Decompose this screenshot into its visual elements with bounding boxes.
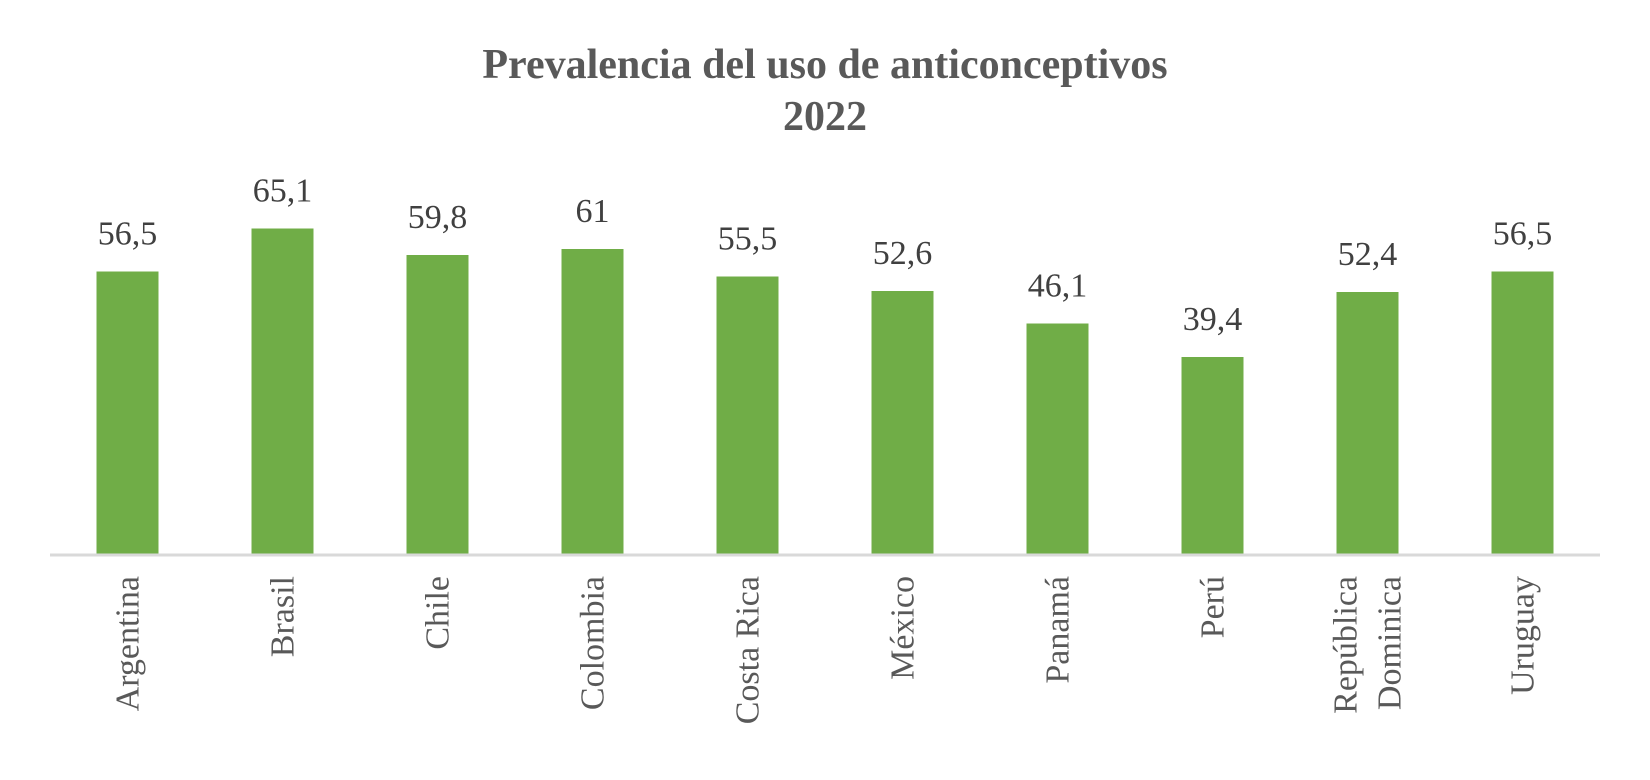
data-label: 59,8: [408, 199, 468, 236]
data-label: 52,4: [1338, 236, 1398, 273]
x-tick-label: Brasil: [265, 576, 302, 657]
x-tick-label: Perú: [1195, 576, 1232, 638]
x-tick-label: Dominica: [1372, 576, 1409, 710]
data-label: 65,1: [253, 173, 313, 210]
bar-uruguay: [1491, 271, 1554, 554]
bar-brasil: [251, 228, 314, 554]
x-tick-label: Colombia: [575, 576, 612, 710]
data-label: 39,4: [1183, 301, 1243, 338]
bar-argentina: [96, 271, 159, 554]
chart-title: Prevalencia del uso de anticonceptivos: [482, 42, 1167, 88]
data-label: 56,5: [98, 216, 158, 253]
data-label: 46,1: [1028, 268, 1088, 305]
bar-república-dominica: [1336, 292, 1399, 554]
data-label: 55,5: [718, 221, 778, 258]
x-tick-label: Uruguay: [1505, 576, 1542, 695]
bar-colombia: [561, 249, 624, 554]
bars-group: [96, 228, 1554, 554]
x-tick-label: Argentina: [110, 576, 147, 711]
bar-perú: [1181, 357, 1244, 554]
x-tick-label: Chile: [420, 576, 457, 650]
data-label: 52,6: [873, 235, 933, 272]
bar-costa-rica: [716, 276, 779, 554]
data-labels-group: 56,5 65,1 59,8 61 55,5 52,6 46,1 39,4 52,4 56,5: [98, 173, 1553, 339]
x-tick-label: Costa Rica: [730, 576, 767, 724]
data-label: 56,5: [1493, 216, 1553, 253]
x-tick-labels-group: Argentina Brasil Chile Colombia Costa Rica Mé…: [110, 576, 1542, 724]
x-tick-label: República: [1328, 576, 1365, 714]
chart-subtitle: 2022: [783, 94, 867, 140]
x-tick-label: México: [885, 576, 922, 680]
bar-chile: [406, 255, 469, 554]
bar-panamá: [1026, 323, 1089, 554]
x-tick-label: Panamá: [1040, 576, 1077, 684]
bar-méxico: [871, 291, 934, 554]
data-label: 61: [576, 193, 610, 230]
